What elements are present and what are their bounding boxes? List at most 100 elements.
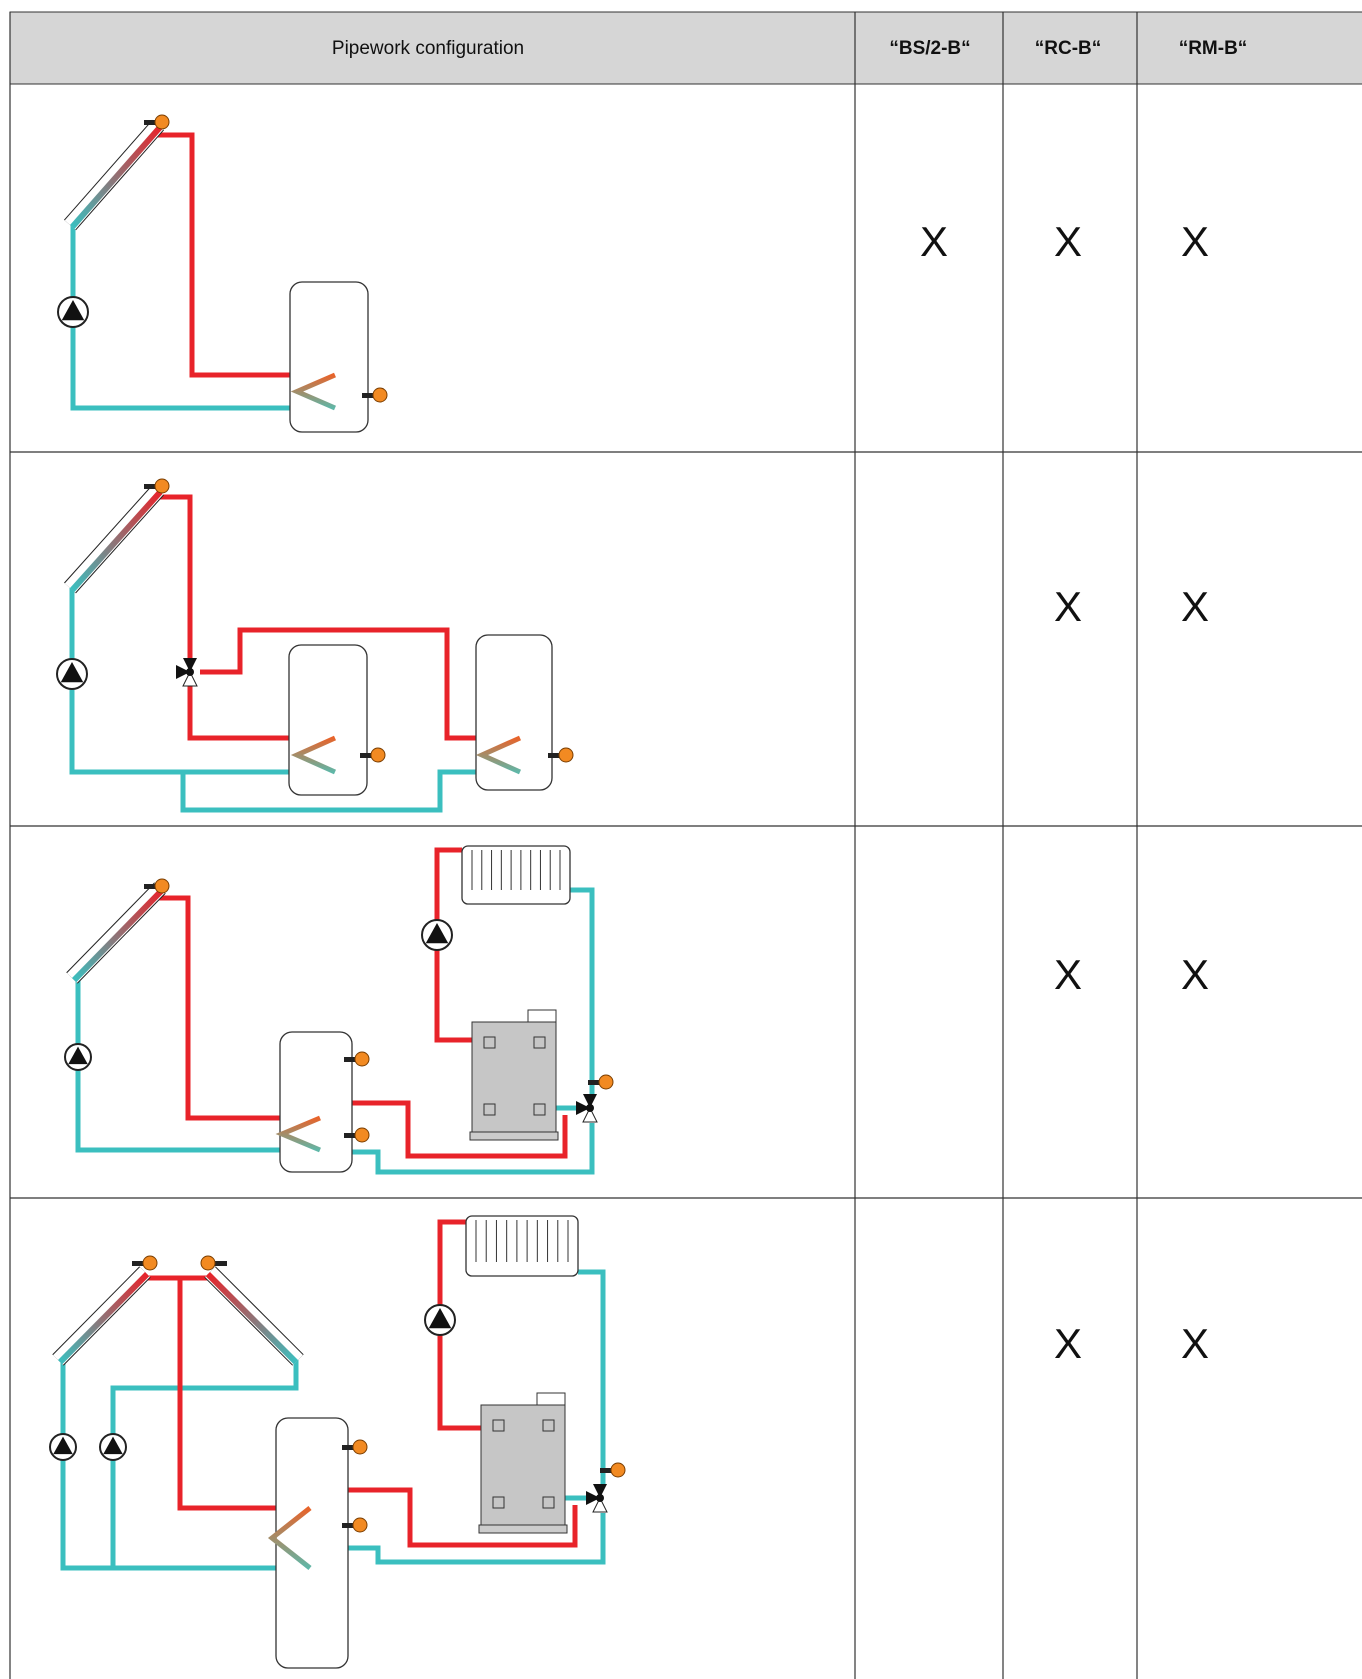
boiler [480,1404,566,1526]
radiator [461,845,571,905]
boiler [533,1103,546,1116]
coil [267,1506,312,1570]
boiler [471,1021,557,1133]
grid [9,12,1362,1679]
boiler [536,1392,566,1406]
cell-mark: X [1181,218,1209,265]
sensor [362,393,376,398]
cell-mark: X [1181,951,1209,998]
sensor [354,1051,370,1067]
tank [289,281,369,433]
pipe [110,1360,299,1568]
sensor [142,1255,158,1271]
valve [586,1491,600,1505]
sensor [558,747,574,763]
coil [275,1115,321,1153]
pipe [177,1278,310,1511]
sensor [154,878,170,894]
valve [182,670,198,687]
pipe [152,132,335,378]
sensor [342,1445,356,1450]
boiler [492,1419,505,1432]
pump [61,300,85,321]
sensor [154,114,170,130]
boiler [492,1496,505,1509]
pump [68,1046,88,1065]
boiler [469,1131,559,1141]
pipe [570,887,595,1094]
valve [176,665,190,679]
sensor [132,1261,146,1266]
header-cell: “RM-B“ [1179,38,1248,59]
pump [103,1436,123,1455]
sensor [598,1074,614,1090]
sensor [213,1261,227,1266]
boiler [533,1036,546,1049]
tank [279,1031,353,1173]
valve [583,1094,597,1108]
header-cell: “BS/2-B“ [889,38,970,59]
pipe [152,494,193,665]
boiler [483,1036,496,1049]
valve [582,1106,598,1123]
pipe [69,588,335,775]
sensor [154,478,170,494]
collector [70,124,163,229]
sensor [372,387,388,403]
coil [290,735,337,775]
tank [288,644,368,796]
sensor [588,1080,602,1085]
coil [290,372,336,411]
header-cell: “RC-B“ [1035,38,1102,59]
sensor [548,753,562,758]
sensor [354,1127,370,1143]
valve [586,1104,594,1112]
sensor [342,1523,356,1528]
pipe [348,1513,606,1565]
collector [58,1271,150,1365]
valve [576,1101,590,1115]
pipe [578,1269,606,1484]
collector [70,489,163,593]
cell-mark: X [920,218,948,265]
pump [60,662,84,683]
sensor [600,1468,614,1473]
pump [428,1308,452,1329]
pipe [180,769,520,813]
cell-mark: X [1054,1320,1082,1367]
pipe [348,1487,578,1548]
cell-mark: X [1181,583,1209,630]
boiler [542,1419,555,1432]
valve [596,1494,604,1502]
tank [275,1417,349,1669]
pipe [352,1123,595,1175]
sensor [344,1057,358,1062]
valve [593,1484,607,1498]
pipe [60,1360,310,1571]
collector [205,1272,299,1365]
sensor [144,484,158,489]
sensor [144,120,158,125]
pipe [157,895,320,1121]
pipe [187,680,335,741]
cell-mark: X [1054,218,1082,265]
valve [592,1496,608,1513]
pipe [75,978,320,1153]
cell-mark: X [1054,583,1082,630]
sensor [370,747,386,763]
pump [425,923,449,944]
boiler [542,1496,555,1509]
header-cell: Pipework configuration [332,38,524,59]
sensor [352,1439,368,1455]
valve [186,668,194,676]
radiator [465,1215,579,1277]
boiler [478,1524,568,1534]
sensor [200,1255,216,1271]
cell-mark: X [1054,951,1082,998]
coil [475,735,522,775]
collector [71,887,165,983]
pump [53,1436,73,1455]
sensor [144,884,158,889]
